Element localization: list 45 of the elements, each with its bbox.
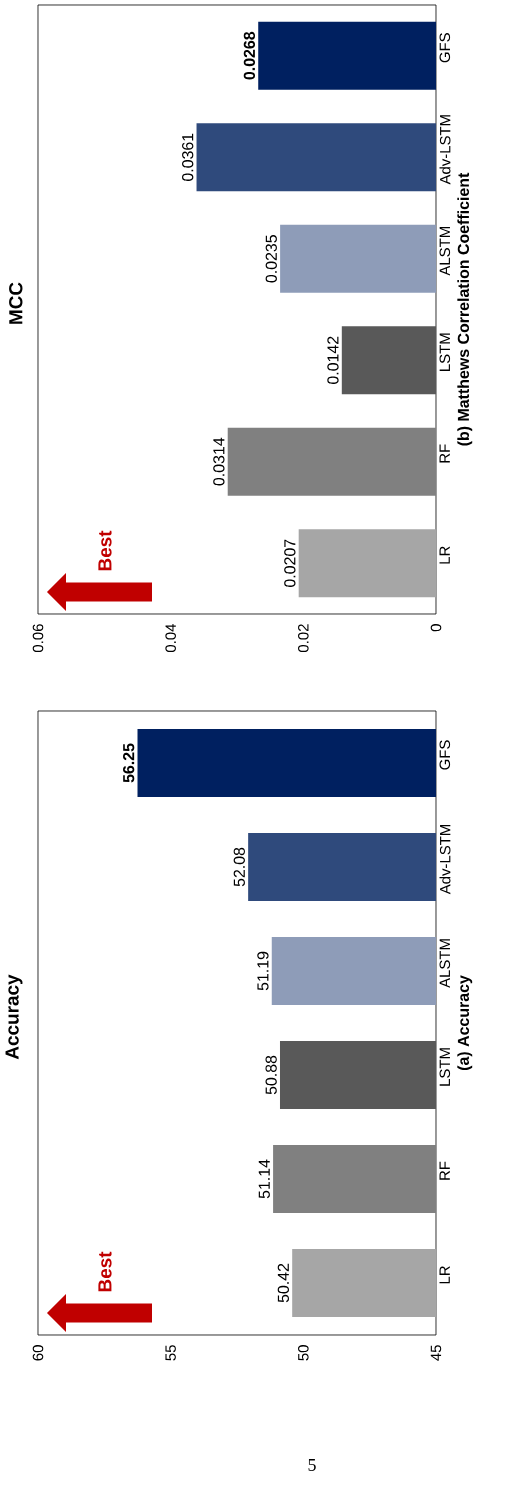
x-tick-label: 55	[165, 1345, 176, 1361]
x-tick-label: 0.04	[165, 623, 176, 653]
annotation: Best	[98, 1251, 112, 1292]
text: MCC	[9, 282, 23, 324]
y-tick-label: LSTM	[439, 333, 451, 371]
data-label: 0.0361	[182, 133, 194, 181]
y-axis-title: (a) Accuracy	[457, 975, 473, 1071]
data-label: 50.42	[277, 1263, 289, 1303]
y-tick-label: RF	[439, 1161, 450, 1180]
bar	[227, 427, 436, 496]
x-tick-label: 45	[430, 1345, 442, 1361]
data-label: 52.08	[233, 847, 245, 887]
text: 5	[308, 1459, 316, 1471]
y-tick-label: LR	[439, 546, 450, 564]
data-label: 56.25	[123, 743, 135, 783]
bar	[341, 326, 436, 395]
x-tick-label: 0.02	[298, 624, 309, 653]
x-tick-label: 0.06	[32, 624, 44, 653]
y-tick-label: GFS	[439, 740, 451, 770]
data-label: 0.0142	[327, 336, 339, 384]
bar	[258, 21, 436, 90]
y-tick-label: Adv-LSTM	[439, 824, 451, 895]
y-axis-title: (b) Matthews Correlation Coefficient	[457, 172, 473, 446]
y-tick-label: ALSTM	[439, 939, 451, 988]
annotation: Best	[98, 530, 112, 571]
bar	[298, 529, 436, 598]
y-tick-label: LR	[439, 1266, 450, 1284]
text: Accuracy	[5, 974, 23, 1060]
x-tick-label: 60	[32, 1345, 44, 1361]
y-tick-label: GFS	[439, 33, 451, 63]
bar	[196, 123, 436, 192]
data-label: 50.88	[265, 1055, 277, 1095]
y-tick-label: Adv-LSTM	[439, 115, 451, 185]
y-tick-label: LSTM	[439, 1048, 451, 1086]
y-tick-label: RF	[439, 444, 450, 463]
bar	[280, 224, 436, 293]
data-label: 0.0268	[243, 31, 256, 80]
data-label: 0.0235	[265, 235, 277, 283]
x-tick-label: 50	[298, 1345, 309, 1361]
data-label: 0.0314	[213, 437, 225, 486]
data-label: 51.19	[257, 951, 269, 991]
x-tick-label: 0	[430, 624, 442, 632]
data-label: 51.14	[258, 1159, 270, 1199]
data-label: 0.0207	[284, 539, 296, 587]
y-tick-label: ALSTM	[439, 227, 451, 276]
